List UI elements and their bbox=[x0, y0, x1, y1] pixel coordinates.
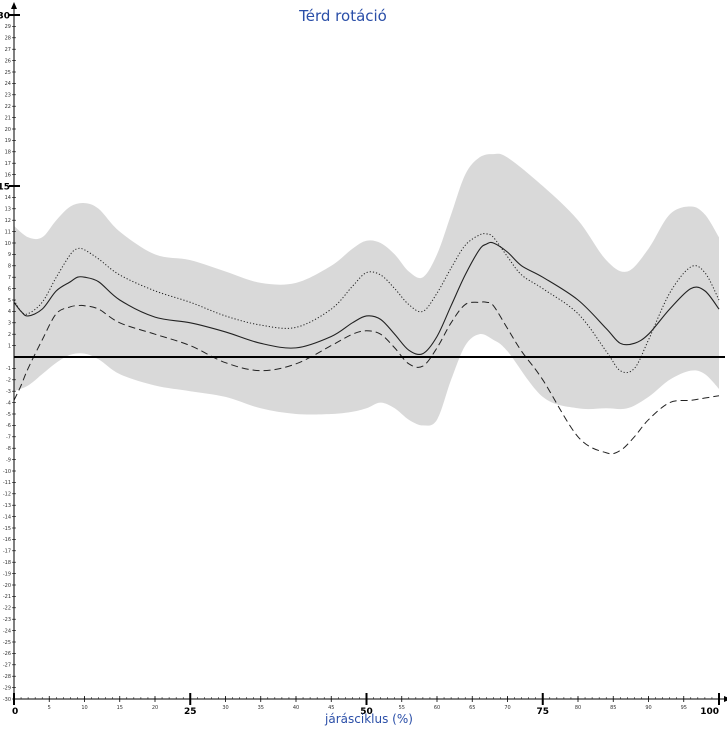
y-minor-tick-label: -22 bbox=[3, 606, 11, 612]
y-minor-tick-label: 28 bbox=[5, 36, 11, 42]
y-minor-tick-label: 29 bbox=[5, 24, 11, 30]
series-line-dotted bbox=[13, 233, 720, 374]
y-minor-tick-label: 20 bbox=[5, 127, 11, 133]
x-minor-tick-label: 95 bbox=[681, 705, 687, 711]
x-minor-tick-label: 5 bbox=[48, 705, 51, 711]
x-major-tick-label: 100 bbox=[700, 707, 719, 717]
y-minor-tick-label: 13 bbox=[5, 207, 11, 213]
y-minor-tick-label: -11 bbox=[3, 480, 11, 486]
y-minor-tick-label: 12 bbox=[5, 218, 11, 224]
y-minor-tick-label: -17 bbox=[3, 549, 11, 555]
y-minor-tick-label: 16 bbox=[5, 172, 11, 178]
y-minor-tick-label: -9 bbox=[6, 457, 11, 463]
y-minor-tick-label: 10 bbox=[5, 241, 11, 247]
y-minor-tick-label: 5 bbox=[8, 298, 11, 304]
y-minor-tick-label: -25 bbox=[3, 640, 11, 646]
x-minor-tick-label: 35 bbox=[258, 705, 264, 711]
y-minor-tick-label: 14 bbox=[5, 195, 11, 201]
x-major-tick-label: 75 bbox=[536, 707, 549, 717]
y-axis-arrow bbox=[11, 2, 17, 9]
x-minor-tick-label: 90 bbox=[645, 705, 651, 711]
y-minor-tick-label: -8 bbox=[6, 446, 11, 452]
y-minor-tick-label: -15 bbox=[3, 526, 11, 532]
y-minor-tick-label: -5 bbox=[6, 412, 11, 418]
y-minor-tick-label: -3 bbox=[6, 389, 11, 395]
y-major-tick-label: 30 bbox=[0, 12, 10, 22]
chart-title: Térd rotáció bbox=[298, 7, 387, 25]
y-minor-tick-label: -24 bbox=[3, 628, 11, 634]
x-minor-tick-label: 20 bbox=[152, 705, 158, 711]
y-minor-tick-label: -21 bbox=[3, 594, 11, 600]
series-line-solid bbox=[13, 241, 720, 356]
y-minor-tick-label: 17 bbox=[5, 161, 11, 167]
y-major-tick-label: 15 bbox=[0, 183, 10, 193]
y-minor-tick-label: 8 bbox=[8, 264, 11, 270]
normal-range-band bbox=[14, 153, 719, 426]
x-minor-tick-label: 60 bbox=[434, 705, 440, 711]
y-minor-tick-label: -12 bbox=[3, 492, 11, 498]
y-minor-tick-label: -2 bbox=[6, 378, 11, 384]
x-minor-tick-label: 70 bbox=[504, 705, 510, 711]
y-minor-tick-label: -16 bbox=[3, 537, 11, 543]
y-minor-tick-label: 4 bbox=[8, 309, 11, 315]
x-major-tick-label: 25 bbox=[184, 707, 197, 717]
y-minor-tick-label: -20 bbox=[3, 583, 11, 589]
y-minor-tick-label: 27 bbox=[5, 47, 11, 53]
y-minor-tick-label: 19 bbox=[5, 138, 11, 144]
x-minor-tick-label: 65 bbox=[469, 705, 475, 711]
y-minor-tick-label: 25 bbox=[5, 70, 11, 76]
y-minor-tick-label: -1 bbox=[6, 366, 11, 372]
x-minor-tick-label: 80 bbox=[575, 705, 581, 711]
x-minor-tick-label: 15 bbox=[117, 705, 123, 711]
y-minor-tick-label: -7 bbox=[6, 435, 11, 441]
y-minor-tick-label: -23 bbox=[3, 617, 11, 623]
x-minor-tick-label: 55 bbox=[399, 705, 405, 711]
y-minor-tick-label: -6 bbox=[6, 423, 11, 429]
y-minor-tick-label: 7 bbox=[8, 275, 11, 281]
y-minor-tick-label: 2 bbox=[8, 332, 11, 338]
y-minor-tick-label: -4 bbox=[6, 400, 11, 406]
y-minor-tick-label: 11 bbox=[5, 229, 11, 235]
y-minor-tick-label: -10 bbox=[3, 469, 11, 475]
band-layer bbox=[14, 153, 719, 426]
y-minor-tick-label: 18 bbox=[5, 150, 11, 156]
y-minor-tick-label: 26 bbox=[5, 58, 11, 64]
y-minor-tick-label: 6 bbox=[8, 286, 11, 292]
x-minor-tick-label: 40 bbox=[293, 705, 299, 711]
x-minor-tick-label: 30 bbox=[222, 705, 228, 711]
y-minor-tick-label: 1 bbox=[8, 343, 11, 349]
y-minor-tick-label: 3 bbox=[8, 321, 11, 327]
y-minor-tick-label: -28 bbox=[3, 674, 11, 680]
y-minor-tick-label: -26 bbox=[3, 651, 11, 657]
y-minor-tick-label: -27 bbox=[3, 663, 11, 669]
y-minor-tick-label: 22 bbox=[5, 104, 11, 110]
x-major-tick-label: 50 bbox=[360, 707, 373, 717]
y-minor-tick-label: -14 bbox=[3, 514, 11, 520]
y-minor-tick-label: -18 bbox=[3, 560, 11, 566]
y-minor-tick-label: -29 bbox=[3, 685, 11, 691]
x-axis-label: járásciklus (%) bbox=[324, 712, 413, 726]
y-minor-tick-label: -19 bbox=[3, 571, 11, 577]
y-minor-tick-label: 9 bbox=[8, 252, 11, 258]
y-minor-tick-label: -30 bbox=[3, 697, 11, 703]
x-minor-tick-label: 85 bbox=[610, 705, 616, 711]
x-minor-tick-label: 45 bbox=[328, 705, 334, 711]
x-major-tick-label: 0 bbox=[12, 707, 18, 717]
x-axis-arrow bbox=[724, 696, 727, 702]
y-minor-tick-label: 21 bbox=[5, 115, 11, 121]
y-minor-tick-label: 23 bbox=[5, 93, 11, 99]
x-minor-tick-label: 10 bbox=[81, 705, 87, 711]
y-minor-tick-label: -13 bbox=[3, 503, 11, 509]
y-minor-tick-label: 24 bbox=[5, 81, 11, 87]
